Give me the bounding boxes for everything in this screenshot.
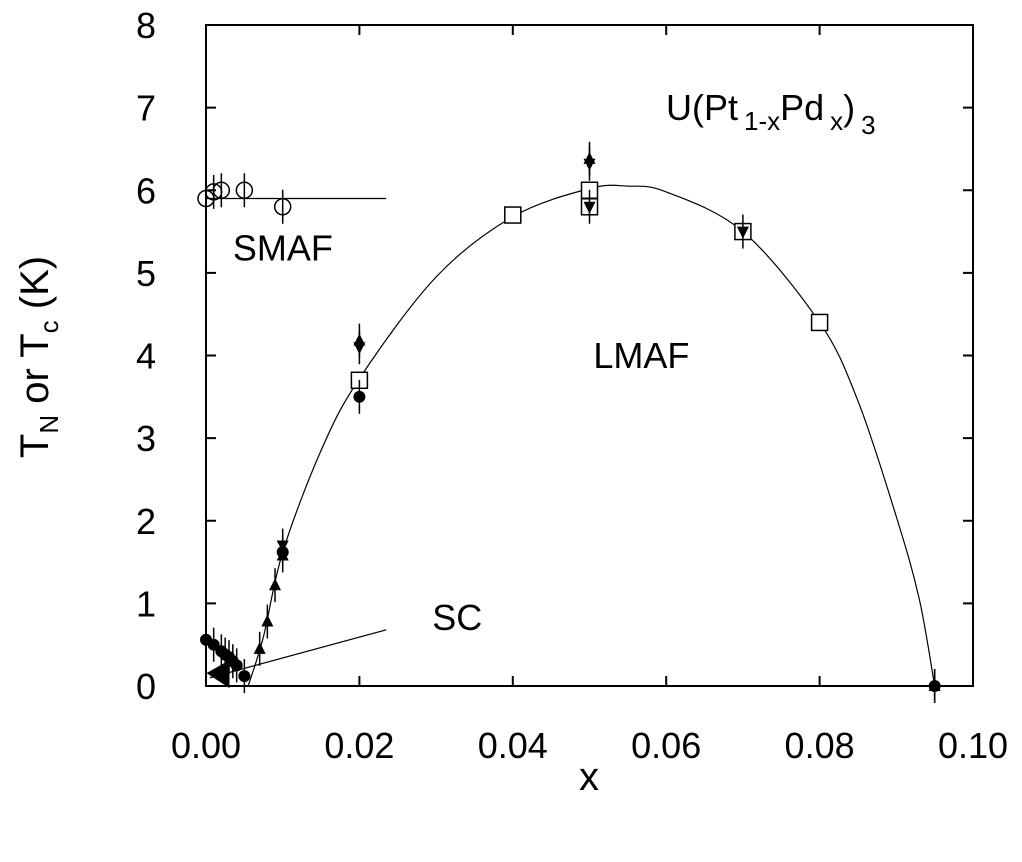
- open-square-marker: [504, 206, 522, 224]
- y-tick-label: 4: [136, 336, 156, 377]
- filled-triangle-down-marker: [736, 226, 749, 239]
- y-tick-label: 3: [136, 418, 156, 459]
- plot-frame: [205, 24, 974, 687]
- x-tick-label: 0.06: [631, 725, 701, 766]
- axis-ticks: [205, 24, 974, 687]
- y-tick-label: 8: [136, 5, 156, 46]
- filled-triangle-down-marker: [583, 201, 596, 214]
- y-tick-label: 2: [136, 501, 156, 542]
- y-tick-label: 1: [136, 583, 156, 624]
- y-tick-label: 5: [136, 253, 156, 294]
- region-label-sc: SC: [432, 597, 482, 638]
- filled-triangle-up-marker: [928, 679, 941, 691]
- x-tick-label: 0.04: [478, 725, 548, 766]
- filled-triangle-down-marker: [583, 158, 596, 171]
- y-tick-label: 7: [136, 88, 156, 129]
- region-labels: SMAF LMAF SC: [233, 227, 690, 637]
- filled-circle-marker: [230, 659, 243, 672]
- open-circle-marker: [212, 181, 231, 199]
- open-circle-marker: [235, 181, 254, 199]
- tick-labels: 0.00 0.02 0.04 0.06 0.08 0.10 0 1 2 3 4 5 6 7 8: [136, 5, 1008, 766]
- x-axis-label: x: [579, 755, 599, 799]
- x-tick-label: 0.08: [785, 725, 855, 766]
- compound-formula: U(Pt 1-xPd x) 3: [666, 87, 876, 140]
- data-points: [197, 141, 941, 703]
- x-tick-label: 0.10: [938, 725, 1008, 766]
- filled-triangle-up-marker: [261, 614, 274, 627]
- filled-circle-marker: [353, 390, 366, 403]
- region-label-smaf: SMAF: [233, 227, 333, 268]
- filled-circle-marker: [238, 670, 251, 683]
- filled-triangle-up-marker: [253, 641, 266, 654]
- filled-triangle-up-marker: [269, 578, 282, 591]
- y-axis-label: TN or Tc (K): [13, 256, 64, 458]
- region-label-lmaf: LMAF: [593, 335, 689, 376]
- filled-triangle-left-marker: [206, 660, 230, 689]
- y-tick-label: 6: [136, 170, 156, 211]
- y-tick-label: 0: [136, 666, 156, 707]
- filled-triangle-down-marker: [276, 540, 289, 553]
- open-square-marker: [810, 313, 829, 332]
- x-tick-label: 0.02: [324, 725, 394, 766]
- filled-triangle-down-marker: [353, 342, 366, 355]
- open-circle-marker: [273, 198, 292, 216]
- x-tick-label: 0.00: [171, 725, 241, 766]
- lmaf-boundary: [247, 184, 936, 687]
